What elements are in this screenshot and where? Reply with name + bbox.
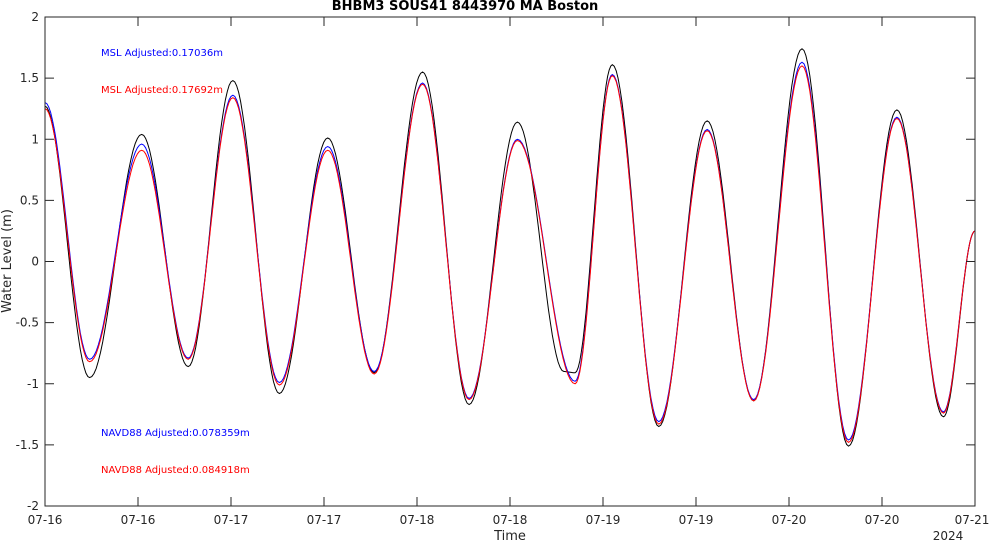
x-tick-label: 07-19 (679, 513, 714, 527)
x-axis-year-label: 2024 (933, 529, 964, 541)
x-tick-label: 07-16 (28, 513, 63, 527)
x-tick-label: 07-20 (865, 513, 900, 527)
x-tick-label: 07-19 (586, 513, 621, 527)
x-tick-label: 07-20 (772, 513, 807, 527)
x-axis-label: Time (493, 529, 526, 541)
series-line-3 (44, 65, 976, 444)
y-tick-label: 1.5 (20, 71, 39, 85)
y-axis-label: Water Level (m) (0, 209, 15, 313)
chart-title: BHBM3 SOUS41 8443970 MA Boston (332, 0, 599, 14)
x-tick-label: 07-17 (214, 513, 249, 527)
y-tick-label: -0.5 (16, 316, 39, 330)
x-tick-label: 07-16 (121, 513, 156, 527)
msl-adjusted-blue-annotation: MSL Adjusted:0.17036m (101, 48, 223, 59)
navd88-adjusted-blue-annotation: NAVD88 Adjusted:0.078359m (101, 428, 250, 439)
y-tick-label: 0 (31, 255, 39, 269)
series-layer (44, 48, 976, 447)
msl-adjusted-red-annotation: MSL Adjusted:0.17692m (101, 85, 223, 96)
x-tick-label: 07-18 (400, 513, 435, 527)
y-tick-label: -1 (27, 377, 39, 391)
ticks-layer: -2 -1.5 -1 -0.5 0 0.5 1 1.5 2 07-16 07-16 07-17 07-1… (16, 10, 990, 527)
x-tick-label: 07-18 (493, 513, 528, 527)
plot-background (45, 17, 975, 506)
x-tick-label: 07-21 (955, 513, 990, 527)
y-tick-label: 0.5 (20, 193, 39, 207)
y-tick-label: 1 (31, 132, 39, 146)
x-tick-label: 07-17 (307, 513, 342, 527)
y-tick-label: 2 (31, 10, 39, 24)
y-tick-label: -1.5 (16, 438, 39, 452)
navd88-adjusted-red-annotation: NAVD88 Adjusted:0.084918m (101, 465, 250, 476)
y-tick-label: -2 (27, 499, 39, 513)
